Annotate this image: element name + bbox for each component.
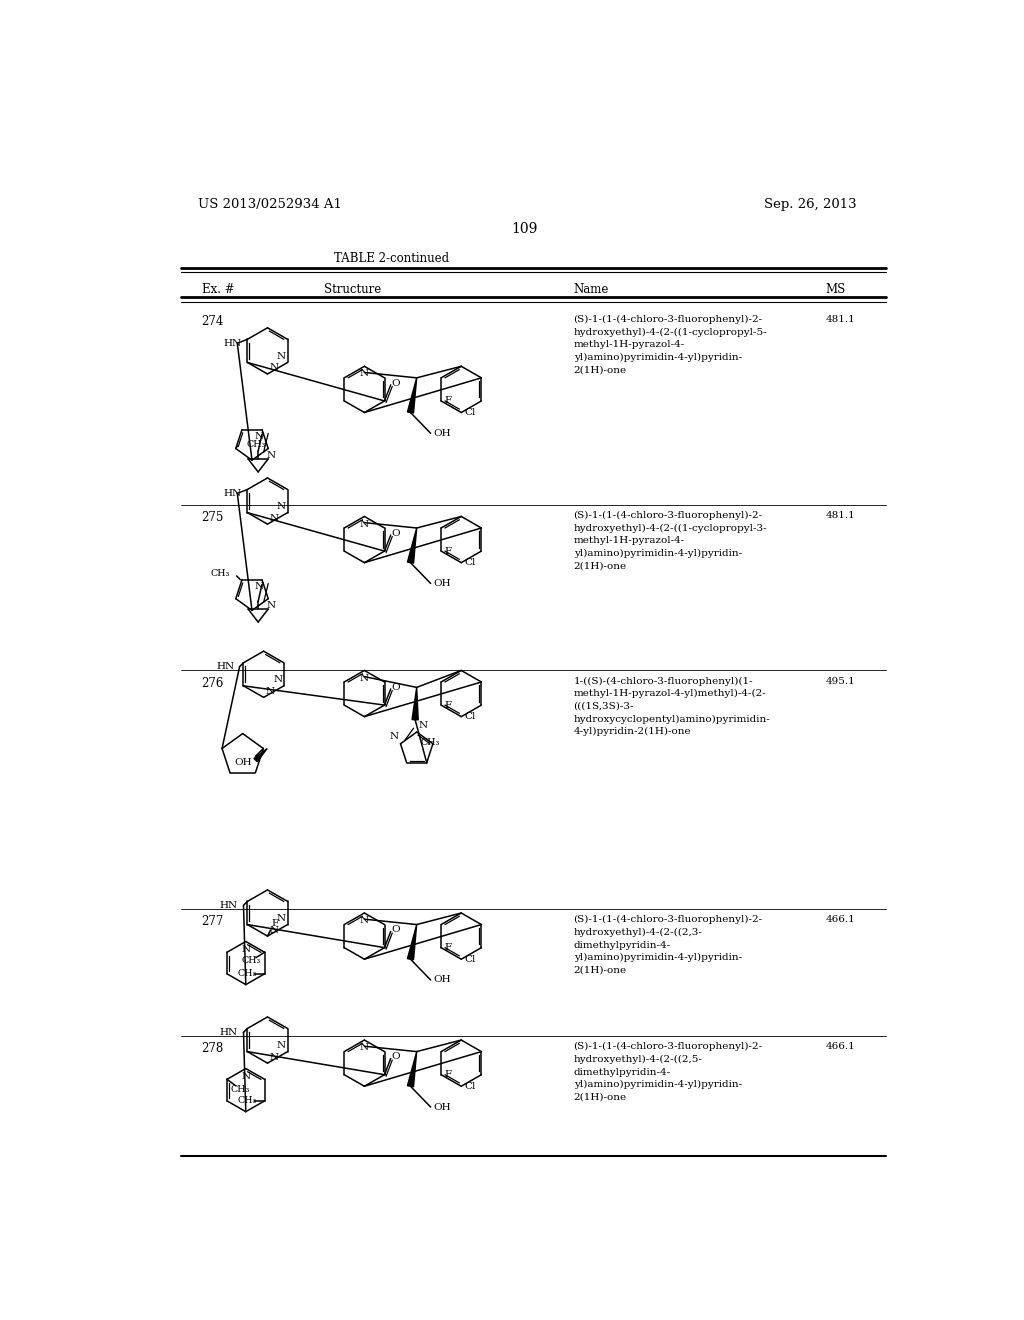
Text: Ex. #: Ex. #	[202, 284, 234, 296]
Text: 466.1: 466.1	[825, 915, 855, 924]
Text: Structure: Structure	[325, 284, 381, 296]
Text: N: N	[359, 916, 369, 925]
Text: 278: 278	[202, 1043, 224, 1056]
Text: 1-((S)-(4-chloro-3-fluorophenyl)(1-
methyl-1H-pyrazol-4-yl)methyl)-4-(2-
(((1S,3: 1-((S)-(4-chloro-3-fluorophenyl)(1- meth…	[573, 677, 770, 737]
Text: N: N	[359, 520, 369, 528]
Text: 466.1: 466.1	[825, 1043, 855, 1051]
Text: N: N	[276, 352, 286, 360]
Text: F: F	[444, 701, 452, 710]
Text: (S)-1-(1-(4-chloro-3-fluorophenyl)-2-
hydroxyethyl)-4-(2-((2,5-
dimethylpyridin-: (S)-1-(1-(4-chloro-3-fluorophenyl)-2- hy…	[573, 1043, 763, 1102]
Text: OH: OH	[434, 429, 452, 438]
Text: MS: MS	[825, 284, 846, 296]
Text: N: N	[389, 733, 398, 742]
Text: N: N	[359, 1043, 369, 1052]
Text: HN: HN	[223, 339, 242, 347]
Text: CH₃: CH₃	[238, 1097, 257, 1105]
Text: F: F	[271, 920, 279, 928]
Text: N: N	[419, 721, 428, 730]
Text: N: N	[276, 913, 286, 923]
Text: 495.1: 495.1	[825, 677, 855, 685]
Polygon shape	[408, 378, 417, 413]
Text: CH₃: CH₃	[421, 738, 440, 747]
Text: 109: 109	[512, 222, 538, 236]
Text: N: N	[266, 451, 275, 459]
Text: US 2013/0252934 A1: US 2013/0252934 A1	[198, 198, 342, 211]
Text: F: F	[444, 396, 452, 405]
Text: O: O	[391, 529, 399, 537]
Text: N: N	[242, 1072, 250, 1081]
Text: F: F	[444, 546, 452, 556]
Text: N: N	[254, 432, 263, 441]
Text: CH₃: CH₃	[231, 1085, 250, 1094]
Text: N: N	[276, 1041, 286, 1051]
Text: 274: 274	[202, 314, 224, 327]
Text: N: N	[359, 673, 369, 682]
Text: 276: 276	[202, 677, 224, 689]
Text: (S)-1-(1-(4-chloro-3-fluorophenyl)-2-
hydroxyethyl)-4-(2-((1-cyclopropyl-5-
meth: (S)-1-(1-(4-chloro-3-fluorophenyl)-2- hy…	[573, 314, 767, 374]
Text: O: O	[391, 379, 399, 388]
Text: Cl: Cl	[464, 1082, 476, 1090]
Text: Name: Name	[573, 284, 609, 296]
Text: N: N	[276, 502, 286, 511]
Text: N: N	[242, 945, 250, 954]
Text: CH₃: CH₃	[247, 440, 266, 449]
Polygon shape	[412, 688, 418, 719]
Text: N: N	[254, 582, 263, 591]
Text: HN: HN	[216, 663, 234, 671]
Polygon shape	[254, 748, 267, 762]
Text: N: N	[269, 925, 279, 935]
Text: 275: 275	[202, 511, 224, 524]
Text: N: N	[266, 601, 275, 610]
Text: N: N	[273, 676, 283, 684]
Polygon shape	[408, 1052, 417, 1086]
Text: 277: 277	[202, 915, 224, 928]
Text: OH: OH	[434, 975, 452, 985]
Text: N: N	[269, 363, 279, 372]
Text: N: N	[359, 370, 369, 379]
Text: Cl: Cl	[464, 558, 476, 568]
Text: O: O	[391, 1052, 399, 1061]
Text: (S)-1-(1-(4-chloro-3-fluorophenyl)-2-
hydroxyethyl)-4-(2-((1-cyclopropyl-3-
meth: (S)-1-(1-(4-chloro-3-fluorophenyl)-2- hy…	[573, 511, 767, 570]
Text: OH: OH	[434, 1102, 452, 1111]
Text: O: O	[391, 682, 399, 692]
Text: Sep. 26, 2013: Sep. 26, 2013	[764, 198, 856, 211]
Text: N: N	[269, 513, 279, 523]
Text: HN: HN	[223, 488, 242, 498]
Text: Cl: Cl	[464, 954, 476, 964]
Text: CH₃: CH₃	[211, 569, 230, 578]
Text: OH: OH	[434, 579, 452, 587]
Text: HN: HN	[220, 900, 238, 909]
Polygon shape	[408, 528, 417, 564]
Text: (S)-1-(1-(4-chloro-3-fluorophenyl)-2-
hydroxyethyl)-4-(2-((2,3-
dimethylpyridin-: (S)-1-(1-(4-chloro-3-fluorophenyl)-2- hy…	[573, 915, 763, 974]
Text: 481.1: 481.1	[825, 314, 855, 323]
Text: TABLE 2-continued: TABLE 2-continued	[334, 252, 450, 265]
Text: O: O	[391, 925, 399, 935]
Text: CH₃: CH₃	[238, 969, 257, 978]
Text: N: N	[265, 686, 274, 696]
Text: Cl: Cl	[464, 713, 476, 721]
Text: F: F	[444, 1071, 452, 1080]
Text: CH₃: CH₃	[242, 956, 261, 965]
Text: N: N	[269, 1052, 279, 1061]
Polygon shape	[408, 924, 417, 960]
Text: Cl: Cl	[464, 408, 476, 417]
Text: HN: HN	[220, 1028, 238, 1036]
Text: 481.1: 481.1	[825, 511, 855, 520]
Text: OH: OH	[234, 758, 252, 767]
Text: F: F	[444, 944, 452, 952]
